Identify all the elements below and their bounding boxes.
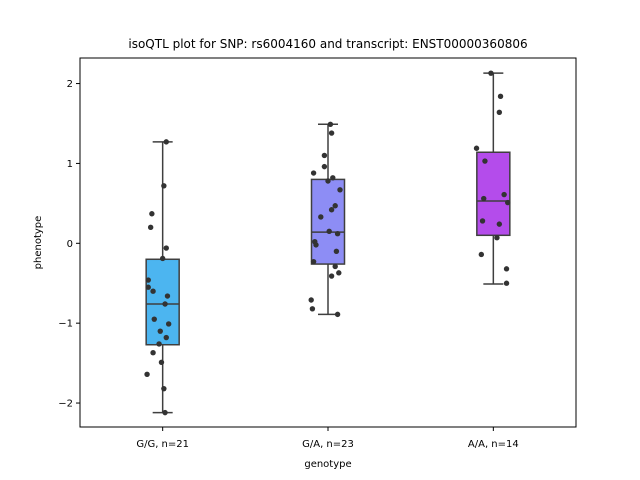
data-point [497, 93, 504, 100]
strip-points [473, 70, 511, 286]
data-point [150, 350, 156, 356]
data-point [159, 255, 166, 262]
data-point [156, 341, 162, 347]
data-point [488, 70, 494, 76]
data-point [326, 228, 332, 235]
data-point [328, 273, 335, 279]
data-point [501, 191, 507, 198]
data-point [309, 306, 316, 312]
data-point [157, 328, 163, 334]
data-point [310, 258, 317, 265]
x-tick-label: A/A, n=14 [468, 439, 519, 450]
data-point [478, 251, 485, 258]
y-tick-label: 0 [67, 239, 73, 250]
data-point [164, 293, 171, 299]
plot-area [144, 70, 511, 416]
data-point [149, 211, 155, 217]
y-tick-label: 1 [67, 159, 73, 170]
data-point [163, 334, 169, 341]
y-axis: −2 −1 0 1 2 [58, 79, 80, 410]
data-point [328, 130, 335, 136]
data-point [163, 139, 169, 145]
data-point [330, 175, 336, 181]
y-tick-label: −2 [58, 399, 73, 410]
data-point [161, 183, 167, 189]
data-point [334, 311, 341, 318]
box-iqr [310, 178, 346, 265]
data-point [165, 321, 172, 327]
data-point [318, 214, 324, 220]
data-point [327, 121, 334, 127]
data-point [150, 288, 156, 294]
data-point [328, 207, 335, 213]
data-point [336, 270, 342, 276]
x-tick-label: G/A, n=23 [302, 439, 354, 450]
data-point [332, 263, 338, 270]
data-point [163, 245, 169, 251]
x-axis-label: genotype [304, 459, 351, 470]
data-point [162, 409, 168, 416]
data-point [505, 199, 511, 206]
data-point [308, 297, 314, 303]
data-point [144, 371, 150, 377]
data-point [481, 195, 487, 202]
data-point [158, 359, 165, 366]
data-point [145, 277, 151, 283]
data-point [337, 187, 343, 193]
data-point [482, 158, 488, 164]
data-point [321, 163, 328, 170]
data-point [496, 221, 503, 227]
y-tick-label: −1 [58, 319, 73, 330]
box-group [145, 141, 180, 414]
data-point [333, 248, 340, 254]
strip-points [144, 139, 172, 416]
box-group [310, 123, 346, 316]
data-point [494, 235, 500, 241]
data-point [334, 231, 341, 237]
y-axis-label: phenotype [33, 216, 44, 270]
data-point [162, 301, 168, 307]
y-tick-label: 2 [67, 79, 73, 90]
data-point [479, 218, 486, 224]
data-point [496, 109, 503, 116]
data-point [321, 152, 328, 159]
strip-points [308, 121, 343, 318]
chart-title: isoQTL plot for SNP: rs6004160 and trans… [128, 37, 527, 51]
x-tick-label: G/G, n=21 [136, 439, 189, 450]
data-point [151, 316, 157, 322]
data-point [473, 145, 480, 151]
data-point [313, 242, 319, 248]
data-point [325, 178, 331, 184]
data-point [145, 284, 151, 290]
data-point [147, 224, 154, 231]
data-point [503, 280, 510, 286]
data-point [310, 170, 317, 176]
data-point [503, 266, 510, 272]
data-point [332, 203, 338, 209]
data-point [161, 385, 167, 392]
x-axis: G/G, n=21 G/A, n=23 A/A, n=14 [136, 427, 519, 450]
